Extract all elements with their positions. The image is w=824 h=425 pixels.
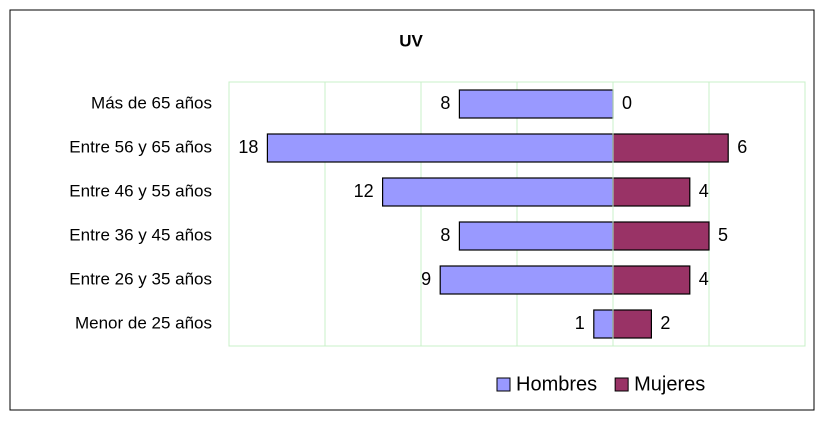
data-label: 1 — [575, 313, 585, 333]
legend-swatch — [614, 377, 629, 392]
bar — [612, 221, 710, 251]
data-label: 18 — [238, 137, 258, 157]
y-tick-label: Más de 65 años — [91, 93, 212, 112]
legend-swatch — [496, 377, 511, 392]
y-tick-label: Entre 36 y 45 años — [69, 225, 212, 244]
data-label: 0 — [622, 93, 632, 113]
bar — [612, 265, 691, 295]
data-label: 4 — [699, 269, 709, 289]
chart-title: UV — [399, 31, 423, 50]
chart-border — [9, 9, 815, 411]
bar — [593, 309, 614, 339]
bar — [439, 265, 614, 295]
y-tick-label: Entre 26 y 35 años — [69, 269, 212, 288]
data-label: 5 — [718, 225, 728, 245]
legend-label: Hombres — [516, 373, 597, 395]
data-label: 12 — [354, 181, 374, 201]
data-label: 9 — [421, 269, 431, 289]
bar — [612, 309, 653, 339]
y-tick-label: Entre 56 y 65 años — [69, 137, 212, 156]
data-label: 8 — [440, 93, 450, 113]
bar — [612, 177, 691, 207]
bar — [382, 177, 614, 207]
bar — [266, 133, 614, 163]
data-label: 6 — [737, 137, 747, 157]
bar — [458, 221, 614, 251]
bar — [612, 133, 729, 163]
y-tick-label: Menor de 25 años — [75, 313, 212, 332]
data-label: 2 — [660, 313, 670, 333]
bar — [458, 89, 614, 119]
data-label: 4 — [699, 181, 709, 201]
y-tick-label: Entre 46 y 55 años — [69, 181, 212, 200]
data-label: 8 — [440, 225, 450, 245]
legend-label: Mujeres — [634, 373, 705, 395]
